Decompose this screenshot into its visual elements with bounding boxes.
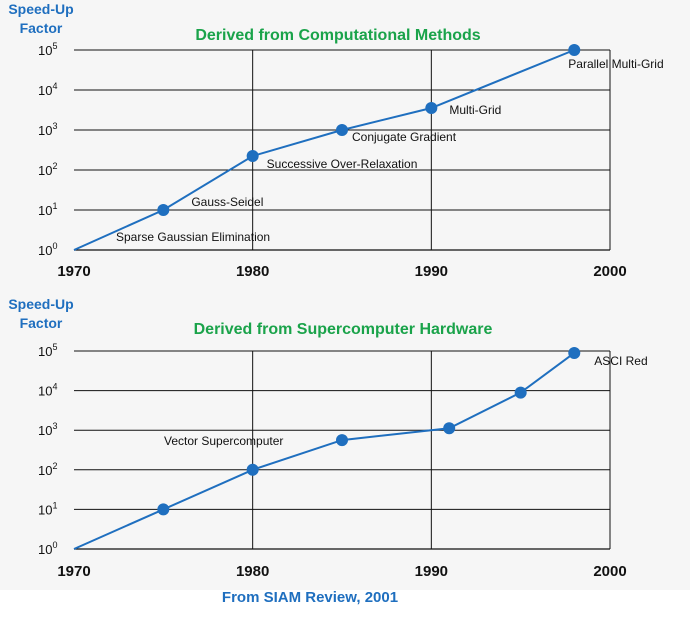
chart-title: Derived from Computational Methods bbox=[195, 27, 480, 44]
y-tick-label: 105 bbox=[38, 342, 57, 359]
y-tick-base: 10 bbox=[38, 163, 52, 178]
y-tick-base: 10 bbox=[38, 384, 52, 399]
y-tick-exponent: 3 bbox=[52, 421, 57, 431]
y-tick-base: 10 bbox=[38, 83, 52, 98]
chart-1: Speed-Up Factor Derived from Computational… bbox=[8, 1, 663, 280]
point-label: Successive Over-Relaxation bbox=[267, 157, 418, 171]
source-caption: From SIAM Review, 2001 bbox=[221, 589, 399, 606]
chart-2: Speed-Up Factor Derived from Supercomputer… bbox=[8, 296, 647, 580]
y-tick-label: 104 bbox=[38, 382, 57, 399]
y-tick-base: 10 bbox=[38, 243, 52, 258]
x-tick-label: 1990 bbox=[415, 263, 448, 280]
y-tick-base: 10 bbox=[38, 344, 52, 359]
y-tick-exponent: 4 bbox=[52, 382, 57, 392]
x-tick-label: 1980 bbox=[236, 563, 269, 580]
y-tick-label: 100 bbox=[38, 540, 57, 557]
x-tick-label: 1980 bbox=[236, 263, 269, 280]
y-tick-exponent: 0 bbox=[52, 241, 57, 251]
y-tick-base: 10 bbox=[38, 463, 52, 478]
y-tick-base: 10 bbox=[38, 43, 52, 58]
x-tick-label: 1970 bbox=[57, 263, 90, 280]
y-axis-label-line2: Factor bbox=[20, 315, 63, 331]
y-tick-exponent: 1 bbox=[52, 500, 57, 510]
series-line bbox=[73, 352, 575, 550]
y-tick-exponent: 5 bbox=[52, 41, 57, 51]
data-point bbox=[568, 44, 581, 56]
y-tick-label: 100 bbox=[38, 241, 57, 258]
x-tick-label: 2000 bbox=[593, 563, 626, 580]
point-label: Multi-Grid bbox=[449, 103, 501, 117]
point-label: Conjugate Gradient bbox=[352, 130, 457, 144]
x-tick-label: 1970 bbox=[57, 563, 90, 580]
y-tick-label: 103 bbox=[38, 121, 57, 138]
point-label: Sparse Gaussian Elimination bbox=[116, 230, 270, 244]
y-axis-label-line1: Speed-Up bbox=[8, 296, 73, 312]
y-tick-exponent: 2 bbox=[52, 461, 57, 471]
y-tick-exponent: 3 bbox=[52, 121, 57, 131]
y-tick-exponent: 4 bbox=[52, 81, 57, 91]
point-label: ASCI Red bbox=[594, 354, 647, 368]
y-tick-exponent: 0 bbox=[52, 540, 57, 550]
y-tick-label: 104 bbox=[38, 81, 57, 98]
y-tick-base: 10 bbox=[38, 203, 52, 218]
y-tick-label: 102 bbox=[38, 161, 57, 178]
y-tick-base: 10 bbox=[38, 423, 52, 438]
chart-panel: Speed-Up Factor Derived from Computational… bbox=[8, 1, 664, 580]
y-tick-base: 10 bbox=[38, 502, 52, 517]
y-tick-label: 101 bbox=[38, 500, 57, 517]
point-label: Parallel Multi-Grid bbox=[568, 57, 663, 71]
y-tick-label: 101 bbox=[38, 201, 57, 218]
chart-title: Derived from Supercomputer Hardware bbox=[194, 321, 493, 338]
y-tick-exponent: 1 bbox=[52, 201, 57, 211]
data-point bbox=[336, 434, 348, 447]
y-tick-base: 10 bbox=[38, 123, 52, 138]
point-label: Vector Supercomputer bbox=[164, 434, 283, 448]
data-point bbox=[514, 386, 527, 399]
data-point bbox=[246, 463, 259, 476]
y-tick-label: 102 bbox=[38, 461, 57, 478]
y-tick-exponent: 5 bbox=[52, 342, 57, 352]
y-axis-label-line2: Factor bbox=[20, 20, 63, 36]
data-point bbox=[157, 204, 170, 216]
charts-svg: Speed-Up Factor Derived from Computational… bbox=[8, 1, 663, 580]
point-label: Gauss-Seidel bbox=[191, 195, 263, 209]
y-tick-label: 103 bbox=[38, 421, 57, 438]
data-point bbox=[443, 422, 456, 435]
y-tick-base: 10 bbox=[38, 542, 52, 557]
data-point bbox=[157, 503, 170, 516]
data-point bbox=[246, 150, 259, 162]
data-point bbox=[425, 102, 438, 114]
y-axis-label-line1: Speed-Up bbox=[8, 1, 73, 17]
x-tick-label: 2000 bbox=[593, 263, 626, 280]
x-tick-label: 1990 bbox=[415, 563, 448, 580]
data-point bbox=[568, 346, 581, 359]
data-point bbox=[336, 124, 348, 136]
y-tick-exponent: 2 bbox=[52, 161, 57, 171]
series-line bbox=[73, 49, 575, 251]
y-tick-label: 105 bbox=[38, 41, 57, 58]
